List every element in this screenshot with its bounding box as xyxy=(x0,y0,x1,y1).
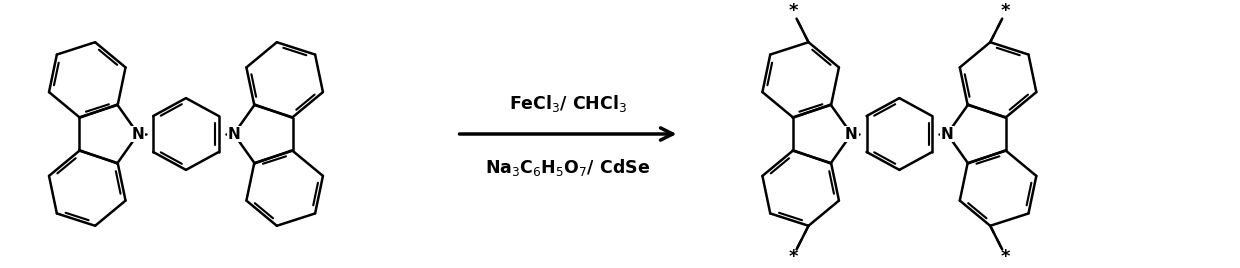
Text: N: N xyxy=(227,126,241,142)
Text: Na$_3$C$_6$H$_5$O$_7$/ CdSe: Na$_3$C$_6$H$_5$O$_7$/ CdSe xyxy=(486,157,651,178)
Text: N: N xyxy=(227,126,241,142)
Text: *: * xyxy=(1001,248,1009,266)
Text: N: N xyxy=(131,126,144,142)
Text: N: N xyxy=(941,126,954,142)
Text: N: N xyxy=(131,126,144,142)
Text: N: N xyxy=(846,126,858,142)
Text: N: N xyxy=(846,126,858,142)
Text: *: * xyxy=(789,248,799,266)
Text: *: * xyxy=(789,2,799,20)
Text: *: * xyxy=(1001,2,1009,20)
Text: FeCl$_3$/ CHCl$_3$: FeCl$_3$/ CHCl$_3$ xyxy=(508,93,627,114)
Text: N: N xyxy=(941,126,954,142)
